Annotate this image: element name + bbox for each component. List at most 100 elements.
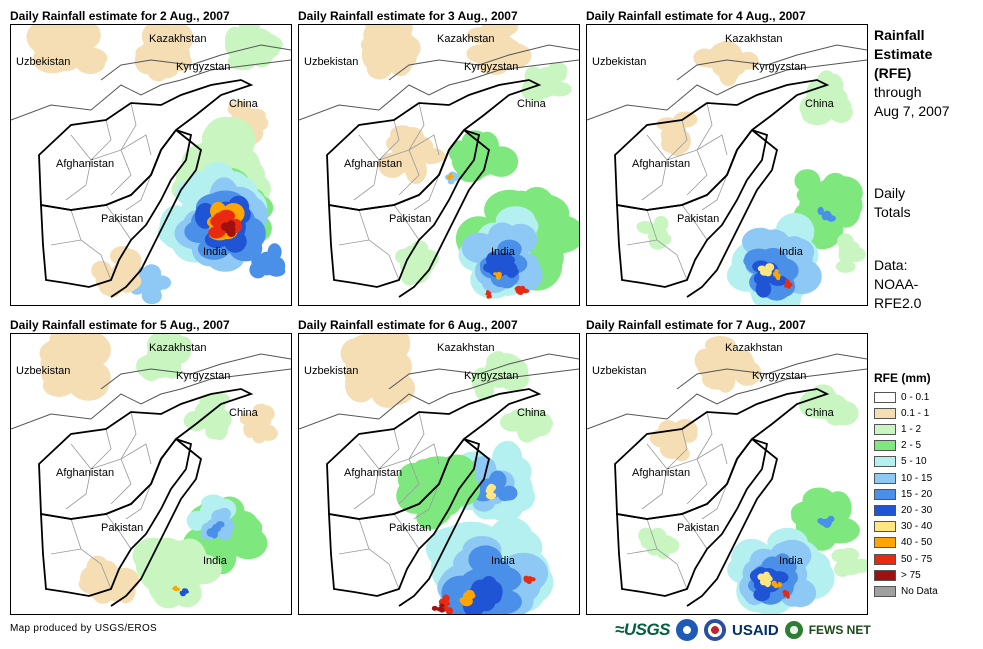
legend-swatch <box>874 423 896 435</box>
legend-swatch <box>874 585 896 597</box>
panel-title: Daily Rainfall estimate for 6 Aug., 2007 <box>298 318 518 332</box>
usaid-logo: USAID <box>732 621 779 639</box>
country-borders <box>299 353 579 607</box>
legend-item: 0.1 - 1 <box>874 406 929 420</box>
rainfall-field <box>638 336 867 614</box>
map-label-kyrgyzstan: Kyrgyzstan <box>464 370 518 382</box>
map-credit: Map produced by USGS/EROS <box>10 623 158 634</box>
map-label-uzbekistan: Uzbekistan <box>592 56 646 68</box>
side-data-source: Data: NOAA- RFE2.0 <box>874 257 922 311</box>
panel-title: Daily Rainfall estimate for 4 Aug., 2007 <box>586 9 806 23</box>
legend-label: No Data <box>901 585 938 597</box>
map-label-india: India <box>779 555 804 567</box>
fews-net-logo: FEWS NET <box>808 623 871 637</box>
map-label-kyrgyzstan: Kyrgyzstan <box>176 61 230 73</box>
map-label-kazakhstan: Kazakhstan <box>725 33 782 45</box>
legend-item: 0 - 0.1 <box>874 390 929 404</box>
legend-label: 30 - 40 <box>901 521 933 533</box>
map-canvas: Kazakhstan Uzbekistan Kyrgyzstan China Afgha… <box>299 25 579 299</box>
map-label-india: India <box>779 246 804 258</box>
panel-title: Daily Rainfall estimate for 7 Aug., 2007 <box>586 318 806 332</box>
map-label-india: India <box>203 555 228 567</box>
rainfall-field <box>360 25 579 299</box>
legend-label: 10 - 15 <box>901 472 933 484</box>
nasa-seal-logo <box>704 619 727 641</box>
map-label-pakistan: Pakistan <box>101 213 143 225</box>
map-label-afghanistan: Afghanistan <box>56 467 114 479</box>
rainfall-map: Kazakhstan Uzbekistan Kyrgyzstan China Afgha… <box>586 333 868 615</box>
map-label-afghanistan: Afghanistan <box>344 158 402 170</box>
panel-title: Daily Rainfall estimate for 2 Aug., 2007 <box>10 9 230 23</box>
legend-item: > 75 <box>874 568 921 582</box>
legend-swatch <box>874 472 896 484</box>
legend-item: 50 - 75 <box>874 552 932 566</box>
map-canvas: Kazakhstan Uzbekistan Kyrgyzstan China Afgha… <box>587 336 867 614</box>
map-label-pakistan: Pakistan <box>677 522 719 534</box>
rainfall-field <box>340 334 554 614</box>
legend-title: RFE (mm) <box>874 371 931 385</box>
map-label-kazakhstan: Kazakhstan <box>149 342 206 354</box>
rainfall-field <box>39 334 278 609</box>
map-label-uzbekistan: Uzbekistan <box>16 365 70 377</box>
legend-label: 20 - 30 <box>901 504 933 516</box>
legend-item: 2 - 5 <box>874 439 921 453</box>
rainfall-map: Kazakhstan Uzbekistan Kyrgyzstan China Afgha… <box>10 24 292 306</box>
map-canvas: Kazakhstan Uzbekistan Kyrgyzstan China Afgha… <box>11 334 291 609</box>
map-label-china: China <box>229 98 259 110</box>
legend-item: 30 - 40 <box>874 520 932 534</box>
country-borders <box>11 44 291 298</box>
map-label-china: China <box>229 407 259 419</box>
usgs-logo: ≈USGS <box>615 620 671 639</box>
map-canvas: Kazakhstan Uzbekistan Kyrgyzstan China Afgha… <box>11 25 291 305</box>
legend-label: 15 - 20 <box>901 488 933 500</box>
map-label-uzbekistan: Uzbekistan <box>16 56 70 68</box>
map-label-china: China <box>805 407 835 419</box>
legend-label: 40 - 50 <box>901 537 933 549</box>
legend-swatch <box>874 553 896 565</box>
side-daily-totals: Daily Totals <box>874 185 911 220</box>
map-label-uzbekistan: Uzbekistan <box>592 365 646 377</box>
map-label-india: India <box>203 246 228 258</box>
panel-title: Daily Rainfall estimate for 5 Aug., 2007 <box>10 318 230 332</box>
fews-globe-icon <box>784 621 803 639</box>
legend-item: 20 - 30 <box>874 503 932 517</box>
map-canvas: Kazakhstan Uzbekistan Kyrgyzstan China Afgha… <box>299 334 579 614</box>
map-label-kazakhstan: Kazakhstan <box>437 342 494 354</box>
side-through: through Aug 7, 2007 <box>874 84 950 119</box>
legend-label: 0.1 - 1 <box>901 407 930 419</box>
legend-swatch <box>874 569 896 581</box>
rainfall-field <box>636 40 866 305</box>
country-borders <box>587 44 867 298</box>
map-label-afghanistan: Afghanistan <box>632 158 690 170</box>
map-label-india: India <box>491 555 516 567</box>
map-label-uzbekistan: Uzbekistan <box>304 365 358 377</box>
map-label-afghanistan: Afghanistan <box>344 467 402 479</box>
rainfall-map: Kazakhstan Uzbekistan Kyrgyzstan China Afgha… <box>298 333 580 615</box>
rainfall-map: Kazakhstan Uzbekistan Kyrgyzstan China Afgha… <box>586 24 868 306</box>
map-label-kyrgyzstan: Kyrgyzstan <box>752 370 806 382</box>
legend-swatch <box>874 537 896 549</box>
country-borders <box>299 44 579 298</box>
map-label-afghanistan: Afghanistan <box>632 467 690 479</box>
map-label-china: China <box>805 98 835 110</box>
map-label-kyrgyzstan: Kyrgyzstan <box>752 61 806 73</box>
map-label-kazakhstan: Kazakhstan <box>437 33 494 45</box>
side-title: Rainfall Estimate (RFE) <box>874 27 933 81</box>
legend-item: 1 - 2 <box>874 422 921 436</box>
map-label-kyrgyzstan: Kyrgyzstan <box>176 370 230 382</box>
legend-label: 5 - 10 <box>901 456 927 468</box>
map-label-afghanistan: Afghanistan <box>56 158 114 170</box>
map-label-pakistan: Pakistan <box>389 522 431 534</box>
map-label-china: China <box>517 407 547 419</box>
legend-item: 10 - 15 <box>874 471 932 485</box>
map-label-pakistan: Pakistan <box>101 522 143 534</box>
country-borders <box>587 353 867 607</box>
legend-swatch <box>874 391 896 403</box>
map-label-pakistan: Pakistan <box>389 213 431 225</box>
legend-item: 40 - 50 <box>874 536 932 550</box>
legend-swatch <box>874 488 896 500</box>
legend-label: 2 - 5 <box>901 440 922 452</box>
legend-item: 15 - 20 <box>874 487 932 501</box>
logo-strip: ≈USGS USAID FEWS NET <box>615 617 871 643</box>
map-label-kazakhstan: Kazakhstan <box>149 33 206 45</box>
